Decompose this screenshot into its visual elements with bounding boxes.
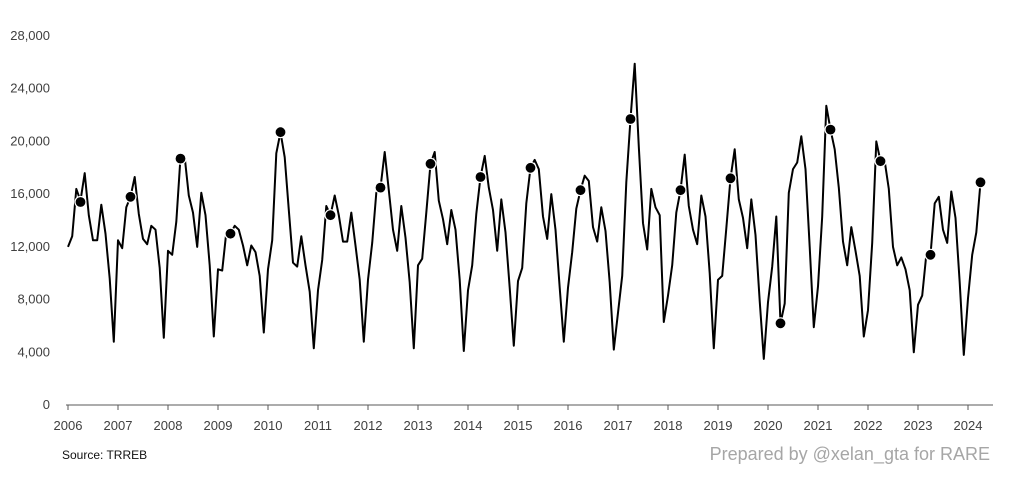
x-tick-label: 2013 (404, 418, 433, 433)
x-tick-label: 2016 (554, 418, 583, 433)
marker-group (74, 112, 987, 330)
y-tick-label: 20,000 (10, 133, 50, 148)
data-point-marker (874, 155, 887, 168)
x-tick-label: 2008 (154, 418, 183, 433)
y-tick-label: 28,000 (10, 28, 50, 43)
x-tick-label: 2009 (204, 418, 233, 433)
x-tick-label: 2017 (604, 418, 633, 433)
x-tick-label: 2024 (954, 418, 983, 433)
y-tick-label: 0 (43, 397, 50, 412)
series-line (67, 62, 982, 360)
data-point-marker (74, 195, 87, 209)
data-point-marker (224, 227, 237, 240)
x-tick-label: 2020 (754, 418, 783, 433)
data-point-marker (524, 161, 537, 174)
data-point-marker (974, 176, 987, 189)
x-tick-label: 2023 (904, 418, 933, 433)
x-tick-label: 2021 (804, 418, 833, 433)
y-tick-label: 12,000 (10, 239, 50, 254)
y-tick-label: 24,000 (10, 81, 50, 96)
x-tick-label: 2012 (354, 418, 383, 433)
data-point-marker (424, 157, 437, 170)
data-point-marker (924, 248, 937, 261)
x-tick-label: 2019 (704, 418, 733, 433)
data-point-marker (574, 184, 587, 197)
credit-note: Prepared by @xelan_gta for RARE (709, 444, 990, 464)
x-tick-label: 2014 (454, 418, 483, 433)
data-point-marker (274, 126, 287, 139)
x-axis: 2006 2007 2008 2009 2010 2011 2012 2013 2014 2015… (54, 404, 993, 433)
y-axis: 0 4,000 8,000 12,000 16,000 20,000 24,000 28,00… (10, 28, 50, 412)
x-tick-label: 2015 (504, 418, 533, 433)
x-tick-label: 2007 (104, 418, 133, 433)
data-point-marker (174, 152, 187, 165)
y-tick-label: 8,000 (17, 292, 50, 307)
x-tick-label: 2018 (654, 418, 683, 433)
source-note: Source: TRREB (62, 448, 148, 462)
data-point-marker (324, 209, 337, 222)
data-point-marker (724, 172, 737, 185)
y-tick-label: 4,000 (17, 344, 50, 359)
data-point-marker (674, 184, 687, 197)
data-point-marker (824, 123, 837, 136)
y-tick-label: 16,000 (10, 186, 50, 201)
x-tick-label: 2006 (54, 418, 83, 433)
data-point-marker (774, 317, 787, 330)
x-tick-label: 2010 (254, 418, 283, 433)
data-point-marker (124, 190, 137, 203)
x-tick-label: 2022 (854, 418, 883, 433)
x-tick-label: 2011 (304, 418, 332, 433)
data-point-marker (374, 181, 387, 194)
data-point-marker (474, 170, 487, 184)
series-group (67, 62, 982, 360)
data-point-marker (624, 112, 637, 126)
